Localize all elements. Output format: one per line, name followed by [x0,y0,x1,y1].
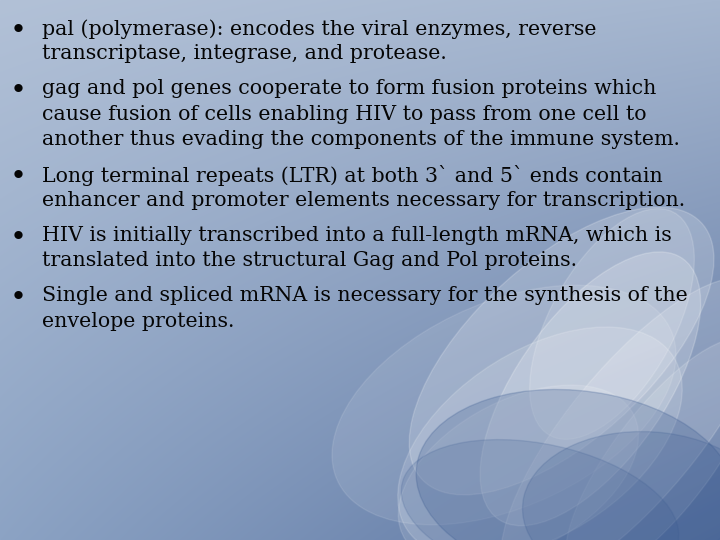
Ellipse shape [480,252,701,526]
Ellipse shape [530,208,694,440]
Text: another thus evading the components of the immune system.: another thus evading the components of t… [42,130,680,149]
Ellipse shape [416,389,720,540]
Text: transcriptase, integrase, and protease.: transcriptase, integrase, and protease. [42,44,446,63]
Text: •: • [11,165,26,187]
Ellipse shape [332,285,676,525]
Ellipse shape [409,207,714,495]
Text: pal (polymerase): encodes the viral enzymes, reverse: pal (polymerase): encodes the viral enzy… [42,19,596,38]
Text: gag and pol genes cooperate to form fusion proteins which: gag and pol genes cooperate to form fusi… [42,79,656,98]
Text: enhancer and promoter elements necessary for transcription.: enhancer and promoter elements necessary… [42,191,685,210]
Ellipse shape [523,431,720,540]
Text: •: • [11,286,26,308]
Text: HIV is initially transcribed into a full-length mRNA, which is: HIV is initially transcribed into a full… [42,226,672,245]
Ellipse shape [565,338,720,540]
Text: translated into the structural Gag and Pol proteins.: translated into the structural Gag and P… [42,251,577,270]
Text: •: • [11,19,26,41]
Ellipse shape [401,440,679,540]
Ellipse shape [501,278,720,540]
Ellipse shape [397,327,683,540]
Text: envelope proteins.: envelope proteins. [42,312,234,330]
Text: Single and spliced mRNA is necessary for the synthesis of the: Single and spliced mRNA is necessary for… [42,286,688,305]
Text: cause fusion of cells enabling HIV to pass from one cell to: cause fusion of cells enabling HIV to pa… [42,105,647,124]
Text: •: • [11,226,26,248]
Ellipse shape [398,385,639,540]
Text: Long terminal repeats (LTR) at both 3` and 5` ends contain: Long terminal repeats (LTR) at both 3` a… [42,165,662,186]
Text: •: • [11,79,26,102]
